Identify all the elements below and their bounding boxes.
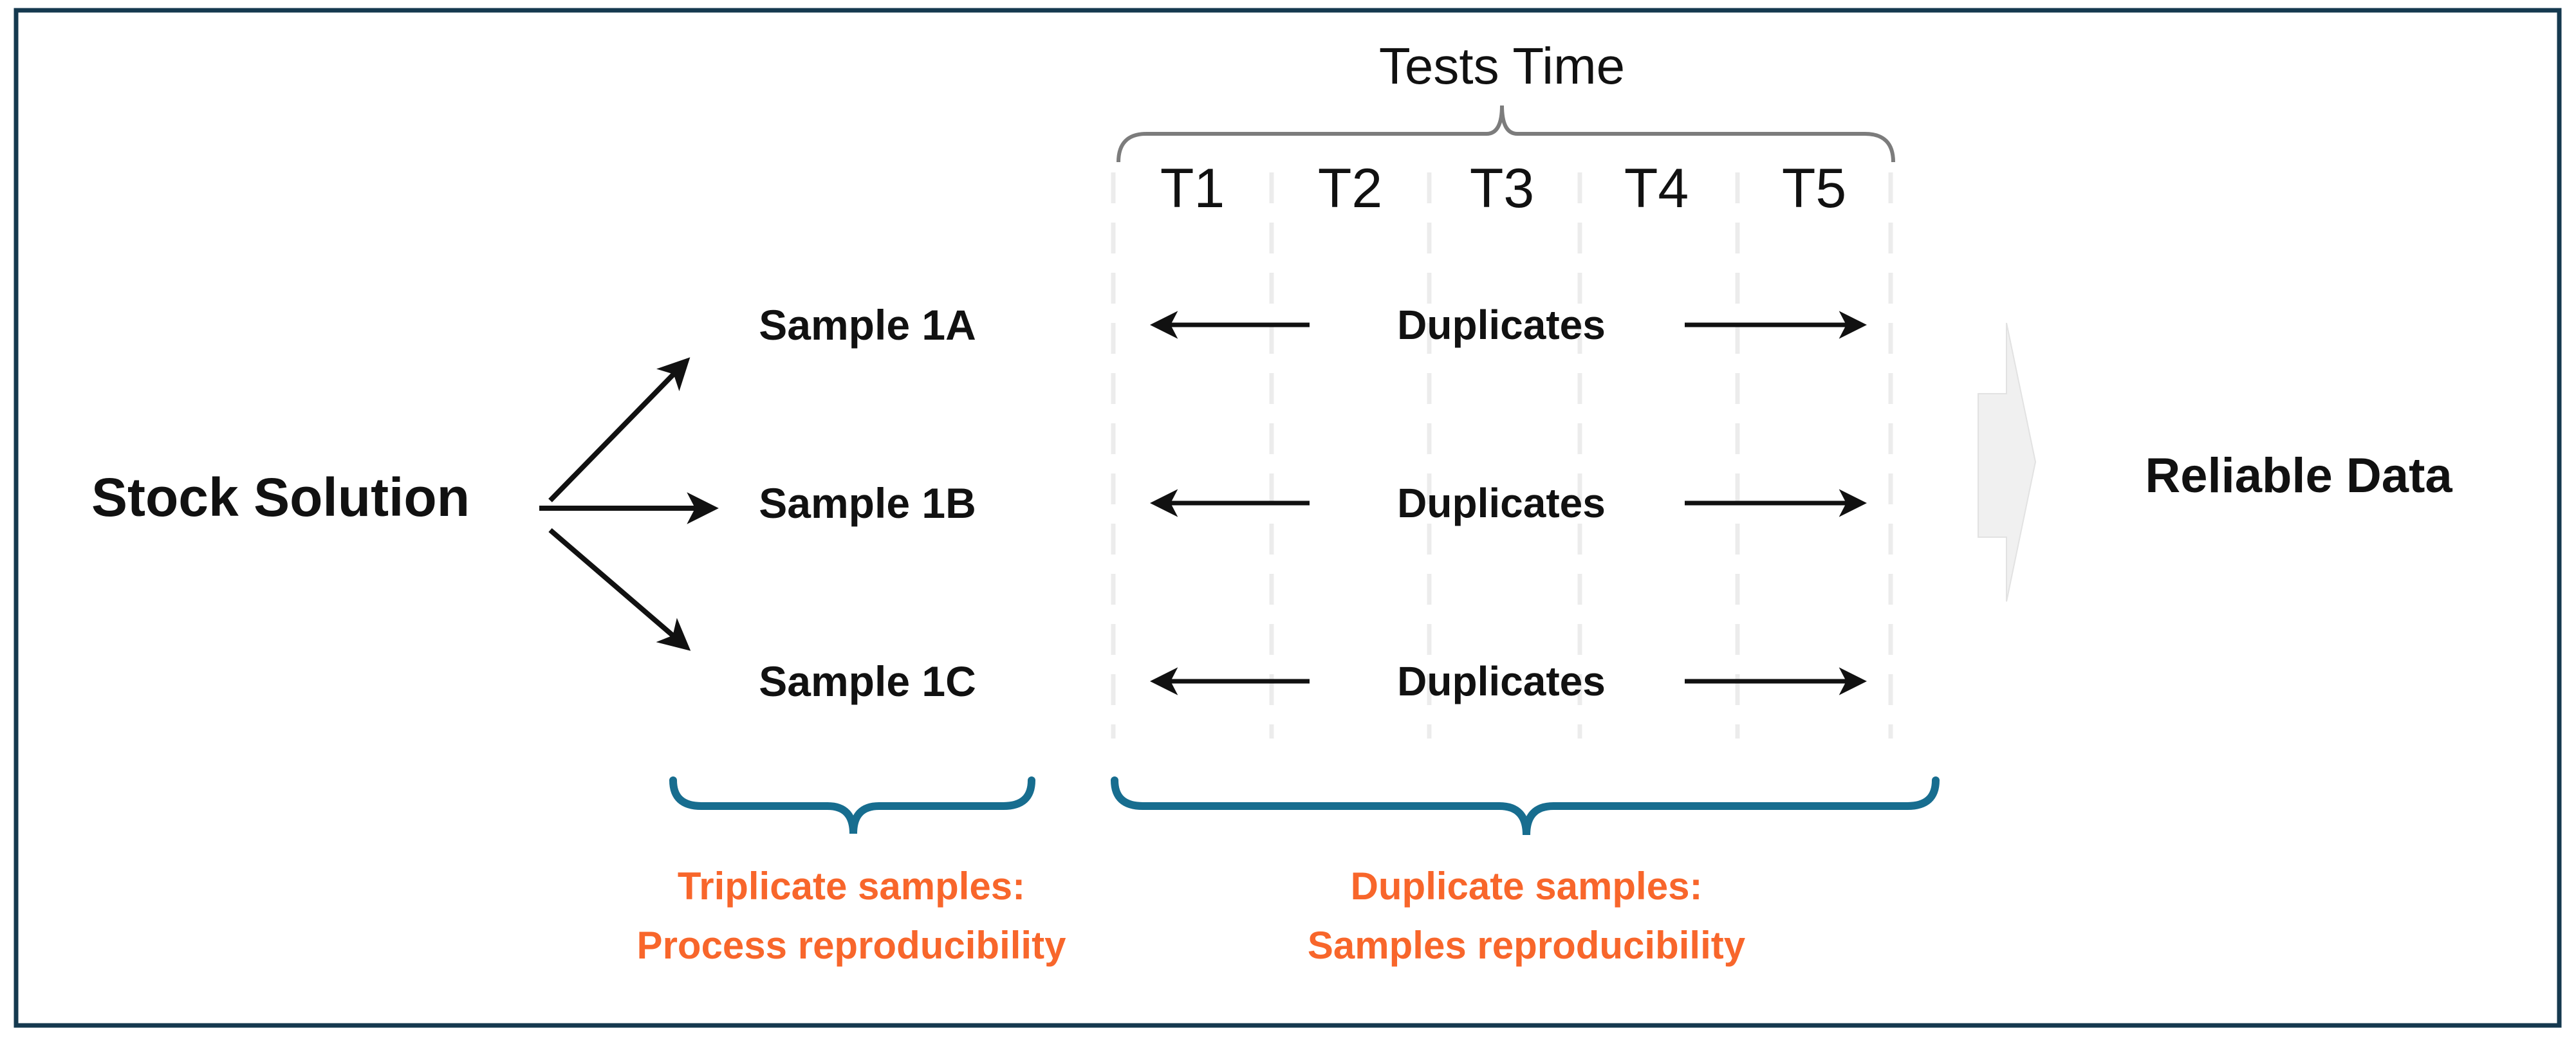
duplicate-annotation: Duplicate samples: Samples reproducibili… (1308, 865, 1746, 967)
slide-border (14, 8, 2562, 1028)
duplicate-underbrace (1111, 776, 1940, 836)
sample-1c-label: Sample 1C (759, 657, 976, 705)
duplicate-annotation-line1: Duplicate samples: (1351, 865, 1703, 908)
triplicate-annotation-line2: Process reproducibility (637, 924, 1067, 967)
duplicate-annotation-line2: Samples reproducibility (1308, 924, 1746, 967)
duplicates-label: Duplicates (1397, 302, 1606, 348)
sample-1a-label: Sample 1A (759, 301, 976, 349)
tests-time-title: Tests Time (1379, 37, 1625, 95)
time-point-labels: T1 T2 T3 T4 T5 (1160, 158, 1846, 219)
time-label-t3: T3 (1470, 158, 1534, 219)
time-label-t4: T4 (1624, 158, 1689, 219)
tests-time-overbrace (1117, 105, 1895, 163)
sample-row-1b: Sample 1B Duplicates (759, 479, 1867, 527)
branch-arrow-down (548, 528, 691, 651)
triplicate-underbrace (669, 776, 1035, 834)
time-column-separators (1111, 172, 1893, 739)
time-label-t5: T5 (1782, 158, 1846, 219)
triplicate-annotation-line1: Triplicate samples: (678, 865, 1025, 908)
duplicates-label: Duplicates (1397, 658, 1606, 704)
branch-arrow-up (548, 357, 690, 502)
reliable-data-label: Reliable Data (2145, 448, 2452, 503)
sample-1b-label: Sample 1B (759, 479, 976, 527)
big-arrow-right-icon (1978, 322, 2037, 602)
time-label-t2: T2 (1318, 158, 1382, 219)
time-label-t1: T1 (1160, 158, 1225, 219)
branch-arrows (539, 357, 719, 651)
sample-row-1a: Sample 1A Duplicates (759, 301, 1867, 349)
sample-row-1c: Sample 1C Duplicates (759, 657, 1867, 705)
triplicate-annotation: Triplicate samples: Process reproducibil… (637, 865, 1067, 967)
duplicates-label: Duplicates (1397, 480, 1606, 526)
stock-solution-label: Stock Solution (91, 467, 470, 528)
